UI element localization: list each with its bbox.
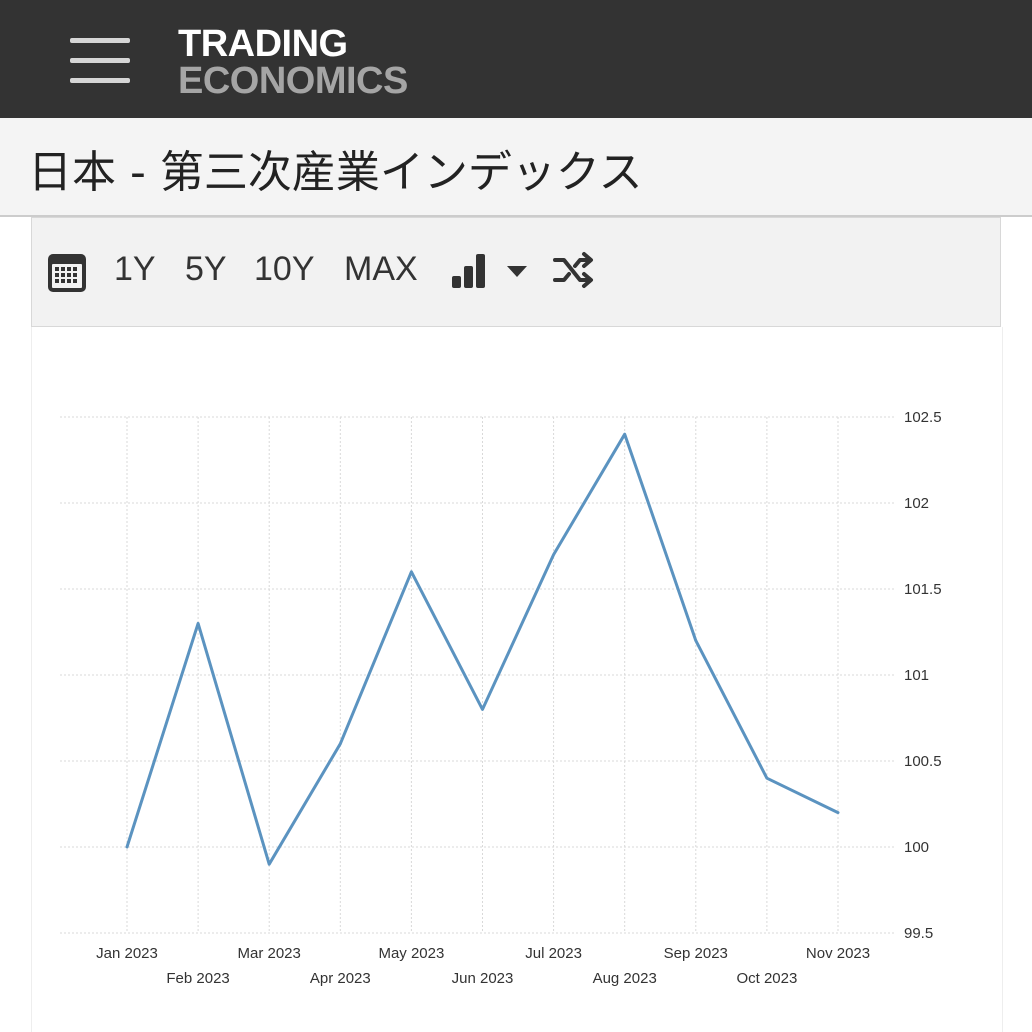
hamburger-menu-icon[interactable] xyxy=(70,36,130,84)
page-title: 日本 - 第三次産業インデックス xyxy=(28,147,643,198)
data-point[interactable] xyxy=(691,636,701,646)
logo-line2: ECONOMICS xyxy=(178,60,408,103)
x-tick-label: Nov 2023 xyxy=(806,945,870,962)
x-tick-label: May 2023 xyxy=(378,945,444,962)
data-point[interactable] xyxy=(406,567,416,577)
caret-down-icon[interactable] xyxy=(506,264,528,283)
data-point[interactable] xyxy=(833,808,843,818)
logo[interactable]: TRADING ECONOMICS xyxy=(178,23,408,103)
data-point[interactable] xyxy=(762,773,772,783)
data-point[interactable] xyxy=(122,842,132,852)
top-bar: TRADING ECONOMICS xyxy=(0,0,1032,118)
data-point[interactable] xyxy=(549,550,559,560)
line-chart: 102.5 102 101.5 101 100.5 100 99.5 Jan 2023 Feb … xyxy=(60,409,942,987)
y-tick-label: 100 xyxy=(904,839,929,856)
x-tick-label: Jun 2023 xyxy=(452,970,514,987)
y-tick-label: 102.5 xyxy=(904,409,942,426)
data-point[interactable] xyxy=(193,618,203,628)
x-tick-label: Apr 2023 xyxy=(310,970,371,987)
calendar-icon[interactable] xyxy=(46,250,88,298)
range-5y-button[interactable]: 5Y xyxy=(185,250,227,288)
x-tick-label: Feb 2023 xyxy=(166,970,229,987)
y-tick-label: 102 xyxy=(904,495,929,512)
y-tick-label: 100.5 xyxy=(904,753,942,770)
chart-toolbar: 1Y 5Y 10Y MAX xyxy=(31,217,1001,327)
x-tick-label: Sep 2023 xyxy=(664,945,728,962)
range-10y-button[interactable]: 10Y xyxy=(254,250,315,288)
x-tick-label: Mar 2023 xyxy=(238,945,301,962)
x-tick-label: Oct 2023 xyxy=(736,970,797,987)
x-tick-label: Jul 2023 xyxy=(525,945,582,962)
x-tick-label: Jan 2023 xyxy=(96,945,158,962)
range-max-button[interactable]: MAX xyxy=(344,250,418,288)
title-bar: 日本 - 第三次産業インデックス xyxy=(0,118,1032,217)
x-tick-label: Aug 2023 xyxy=(593,970,657,987)
data-point[interactable] xyxy=(335,739,345,749)
series-line[interactable] xyxy=(125,432,840,866)
data-point[interactable] xyxy=(478,704,488,714)
y-tick-label: 99.5 xyxy=(904,925,933,942)
data-point[interactable] xyxy=(264,859,274,869)
bar-chart-icon[interactable] xyxy=(450,252,488,294)
logo-line1: TRADING xyxy=(178,23,348,65)
y-tick-label: 101.5 xyxy=(904,581,942,598)
chart-panel: 102.5 102 101.5 101 100.5 100 99.5 Jan 2023 Feb … xyxy=(31,327,1003,1032)
y-tick-label: 101 xyxy=(904,667,929,684)
range-1y-button[interactable]: 1Y xyxy=(114,250,156,288)
data-point[interactable] xyxy=(620,429,630,439)
shuffle-icon[interactable] xyxy=(552,250,596,294)
